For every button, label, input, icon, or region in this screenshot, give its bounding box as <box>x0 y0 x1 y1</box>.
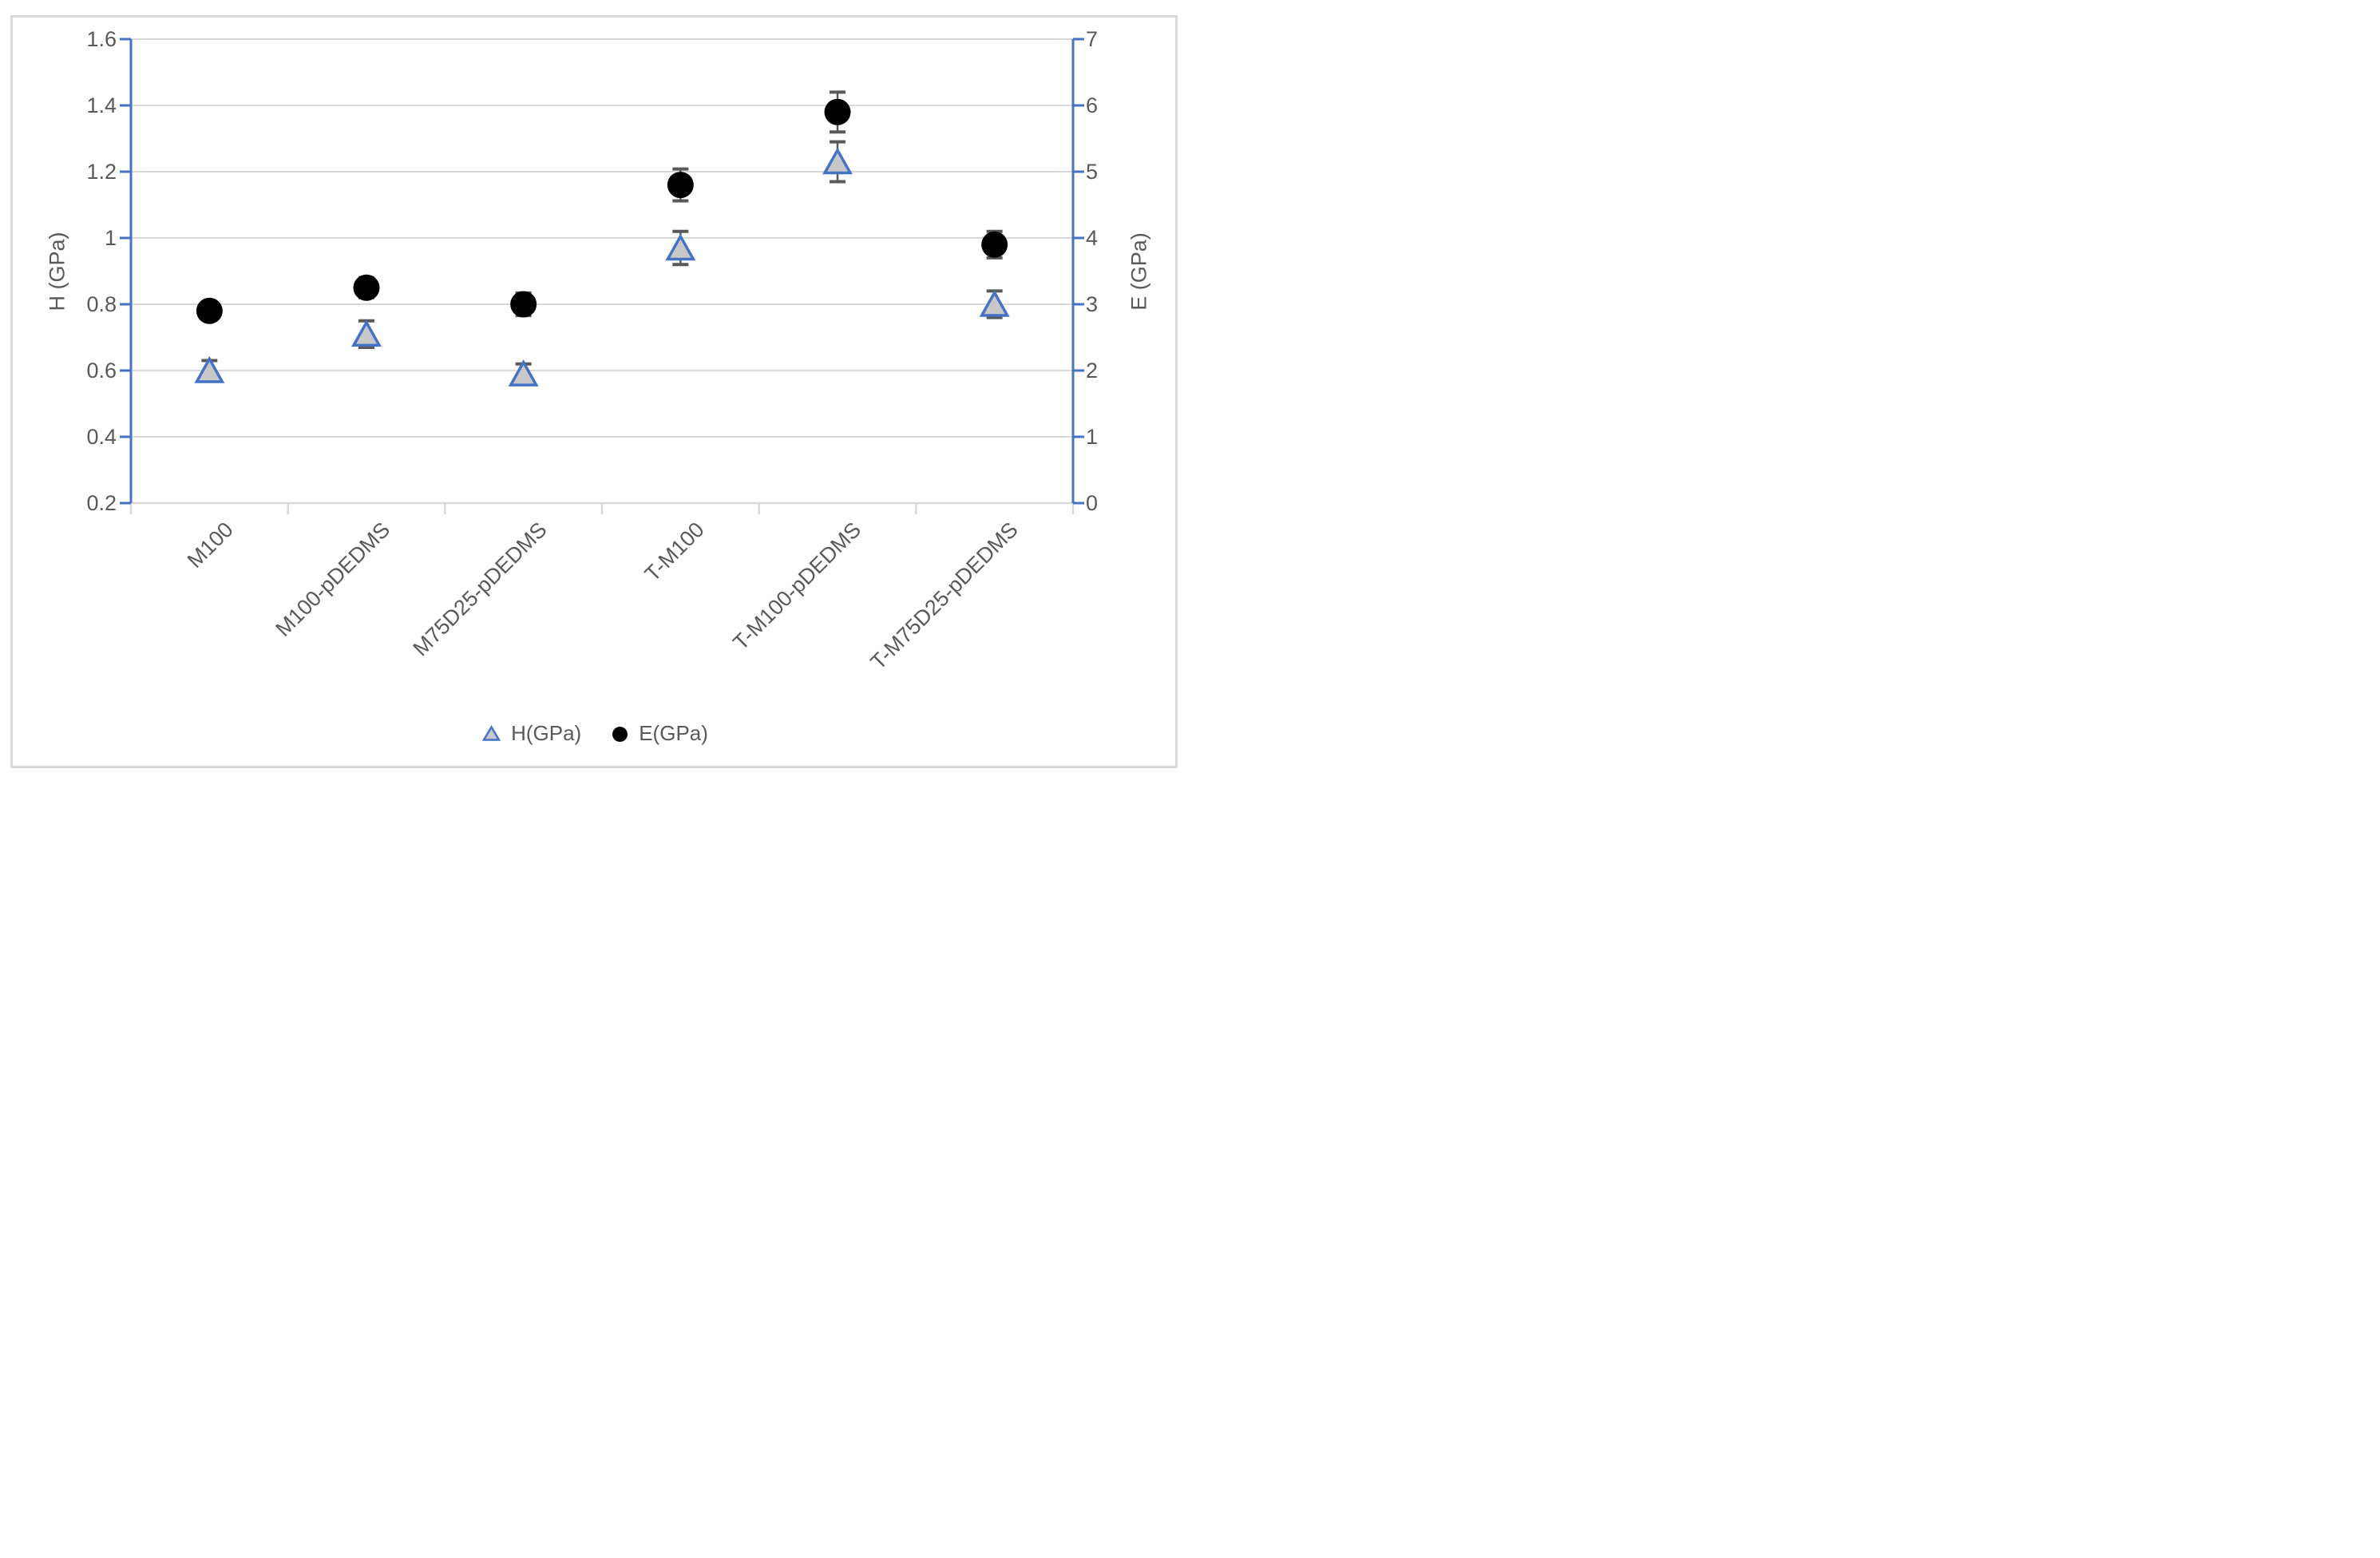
right-axis-tick-label: 6 <box>1086 93 1099 117</box>
legend-label-e: E(GPa) <box>639 721 708 745</box>
left-axis-tick-label: 0.8 <box>86 292 117 316</box>
right-axis-tick-label: 5 <box>1086 160 1099 184</box>
circle-marker-icon <box>612 727 628 742</box>
data-point-circle <box>667 172 694 199</box>
legend-label-h: H(GPa) <box>511 721 582 745</box>
left-axis-tick-label: 1 <box>104 226 117 250</box>
data-point-circle <box>196 297 223 324</box>
legend-item-e: E(GPa) <box>612 721 708 746</box>
left-axis-tick-label: 0.2 <box>86 491 117 515</box>
legend-item-h: H(GPa) <box>482 721 581 746</box>
right-axis-tick-label: 2 <box>1086 359 1099 383</box>
data-point-triangle <box>665 233 696 261</box>
data-point-circle <box>353 274 380 301</box>
data-point-triangle <box>822 147 853 175</box>
data-point-circle <box>824 98 851 125</box>
right-axis-tick-label: 3 <box>1086 292 1099 316</box>
figure-border <box>10 15 1178 768</box>
left-axis-tick-label: 0.6 <box>86 359 117 383</box>
triangle-marker-icon <box>482 725 501 741</box>
chart-figure: H (GPa) E (GPa) 1.6 1.4 1.2 1 0.8 0.6 0.4 0.2 7… <box>0 0 1190 779</box>
data-point-triangle <box>194 355 225 383</box>
left-axis-tick-label: 0.4 <box>86 425 117 449</box>
data-point-circle <box>510 291 537 318</box>
left-axis-tick-label: 1.6 <box>86 27 117 51</box>
right-axis-tick-label: 4 <box>1086 226 1099 250</box>
data-point-circle <box>981 231 1008 258</box>
plot-area <box>120 38 1084 514</box>
right-axis-tick-label: 1 <box>1086 425 1099 449</box>
left-axis-tick-label: 1.2 <box>86 160 117 184</box>
data-point-triangle <box>508 359 539 387</box>
right-axis-tick-label: 0 <box>1086 491 1099 515</box>
legend: H(GPa) E(GPa) <box>0 721 1190 746</box>
left-axis-tick-label: 1.4 <box>86 93 117 117</box>
right-axis-tick-label: 7 <box>1086 27 1099 51</box>
data-point-triangle <box>979 289 1010 317</box>
data-point-triangle <box>351 319 382 347</box>
